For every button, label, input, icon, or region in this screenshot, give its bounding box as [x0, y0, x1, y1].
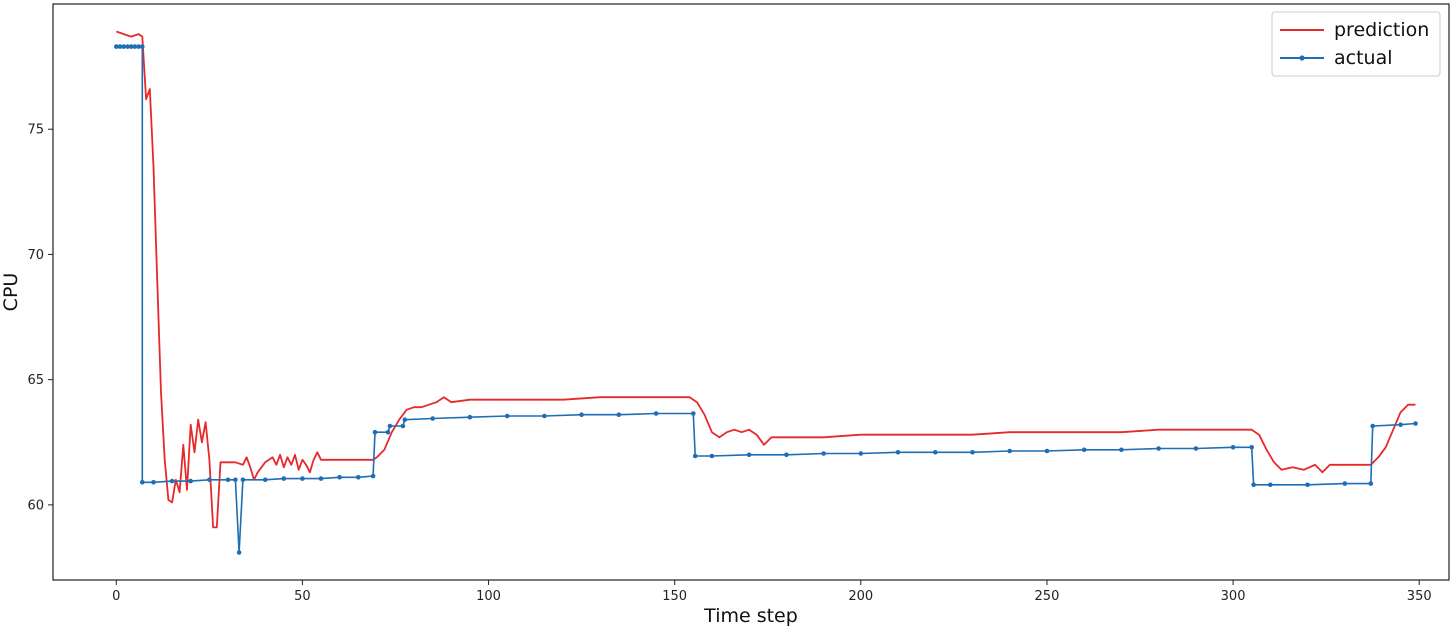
data-point-actual [1370, 423, 1375, 429]
data-point-actual [504, 413, 510, 419]
data-point-actual [430, 416, 436, 421]
y-axis: 60 65 70 75 [27, 123, 53, 513]
data-point-actual [895, 450, 901, 455]
y-tick-label: 75 [27, 123, 44, 138]
data-point-actual [140, 480, 145, 485]
data-point-actual [467, 414, 473, 420]
data-point-actual [240, 477, 246, 483]
data-point-actual [151, 480, 156, 485]
data-point-actual [318, 476, 324, 481]
data-point-actual [225, 477, 231, 483]
data-point-actual [1007, 448, 1012, 454]
x-tick-label: 350 [1407, 589, 1432, 604]
data-point-actual [1342, 481, 1348, 486]
data-point-actual [400, 423, 406, 429]
data-point-actual [1249, 445, 1254, 450]
series-layer [114, 30, 1418, 555]
data-point-actual [262, 477, 268, 483]
data-point-actual [1268, 482, 1273, 488]
data-point-actual [1230, 445, 1236, 450]
data-point-actual [300, 476, 305, 481]
plot-frame [52, 3, 1450, 581]
y-axis-title: CPU [0, 273, 22, 312]
series-line-actual [116, 45, 1416, 554]
data-point-actual [970, 450, 975, 455]
series-markers-actual [114, 44, 1418, 555]
data-point-actual [746, 452, 752, 458]
data-point-actual [1398, 422, 1403, 428]
data-point-actual [233, 477, 238, 483]
data-point-actual [653, 411, 659, 416]
series-line-prediction [116, 30, 1416, 529]
x-tick-label: 300 [1221, 589, 1246, 604]
data-point-actual [616, 412, 622, 418]
data-point-actual [691, 411, 696, 416]
data-point-actual [402, 417, 408, 423]
data-point-actual [709, 453, 715, 459]
y-tick-label: 65 [27, 373, 44, 388]
data-point-actual [236, 550, 242, 555]
x-axis-title: Time step [703, 605, 798, 627]
data-point-actual [1305, 482, 1310, 488]
data-point-actual [933, 450, 938, 455]
data-point-actual [579, 412, 584, 418]
data-point-actual [337, 475, 342, 480]
legend-label-actual: actual [1334, 47, 1393, 69]
data-point-actual [372, 429, 378, 435]
data-point-actual [542, 413, 547, 419]
y-tick-label: 60 [27, 498, 44, 513]
data-point-actual [1081, 447, 1087, 453]
data-point-actual [281, 476, 287, 481]
data-point-actual [128, 44, 134, 49]
data-point-actual [125, 44, 130, 49]
data-point-actual [114, 44, 119, 49]
x-tick-label: 100 [476, 589, 501, 604]
x-tick-label: 200 [848, 589, 873, 604]
data-point-actual [821, 451, 826, 456]
data-point-actual [1193, 446, 1199, 451]
data-point-actual [370, 473, 376, 479]
legend: prediction actual [1271, 11, 1441, 77]
data-point-actual [784, 452, 789, 458]
data-point-actual [385, 429, 391, 435]
data-point-actual [117, 44, 123, 49]
data-point-actual [692, 453, 698, 459]
x-tick-label: 50 [294, 589, 311, 604]
data-point-actual [1251, 482, 1256, 488]
data-point-actual [207, 477, 212, 483]
data-point-actual [188, 478, 193, 484]
data-point-actual [169, 478, 175, 484]
data-point-actual [1156, 446, 1161, 451]
legend-label-prediction: prediction [1334, 19, 1429, 41]
data-point-actual [1413, 421, 1418, 426]
data-point-actual [387, 423, 393, 429]
data-point-actual [136, 44, 141, 49]
y-tick-label: 70 [27, 248, 44, 263]
data-point-actual [1368, 481, 1374, 486]
data-point-actual [140, 44, 145, 49]
data-point-actual [356, 475, 361, 480]
legend-marker-actual [1299, 55, 1305, 61]
x-tick-label: 0 [112, 589, 120, 604]
data-point-actual [1044, 448, 1050, 454]
data-point-actual [1119, 447, 1124, 453]
data-point-actual [121, 44, 126, 49]
x-tick-label: 250 [1035, 589, 1060, 604]
x-axis: 0 50 100 150 200 250 300 350 [112, 580, 1432, 604]
x-tick-label: 150 [662, 589, 687, 604]
data-point-actual [858, 451, 864, 456]
data-point-actual [132, 44, 138, 49]
legend-box [1271, 11, 1441, 77]
